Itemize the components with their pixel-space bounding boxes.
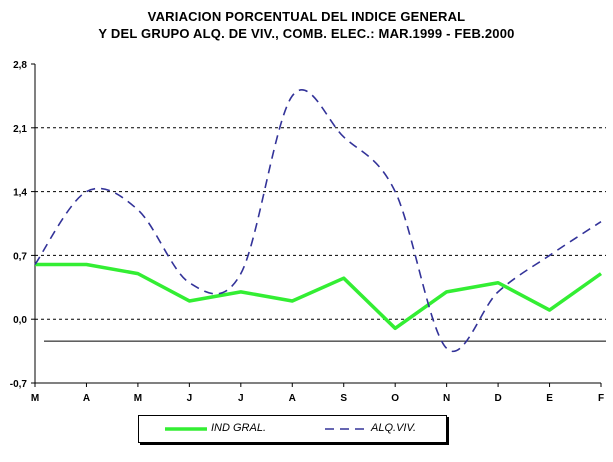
x-tick-label: E [546,393,553,404]
x-tick-label: J [187,393,193,404]
y-tick-label: -0,7 [10,379,28,390]
series-line-alq-viv [34,89,602,352]
x-tick-label: D [494,393,501,404]
x-tick-label: M [31,393,39,404]
y-tick-label: 1,4 [13,188,27,199]
grid-layer [35,127,606,342]
y-tick-label: 2,8 [13,60,27,71]
y-tick-label: 2,1 [13,124,27,135]
x-tick-label: F [598,393,604,404]
legend: IND GRAL. ALQ.VIV. [138,415,447,443]
x-tick-label: A [83,393,90,404]
x-tick-label: M [134,393,142,404]
axes-layer [31,63,602,387]
chart-title-line-1: VARIACION PORCENTUAL DEL INDICE GENERAL [147,9,466,24]
y-tick-label: 0,7 [13,251,27,262]
label-layer: 2,82,11,40,70,0-0,7M A M J J A S O N D E F [10,60,604,404]
x-tick-label: S [340,393,347,404]
x-tick-label: A [289,393,296,404]
x-tick-label: N [443,393,450,404]
legend-label-alq-viv: ALQ.VIV. [371,422,417,434]
x-tick-label: O [391,393,399,404]
x-tick-label: J [238,393,244,404]
series-line-ind-gral [35,262,603,331]
legend-label-ind-gral: IND GRAL. [211,422,267,434]
y-tick-label: 0,0 [13,315,27,326]
series-layer [34,89,603,352]
chart-title-line-2: Y DEL GRUPO ALQ. DE VIV., COMB. ELEC.: M… [98,26,515,41]
